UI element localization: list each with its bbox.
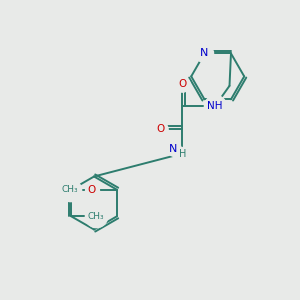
Text: O: O [88,185,96,195]
Text: CH₃: CH₃ [88,212,104,221]
Text: N: N [169,144,178,154]
Text: N: N [200,48,209,59]
Text: O: O [156,124,164,134]
Text: CH₃: CH₃ [61,185,78,194]
Text: NH: NH [207,101,223,111]
Text: H: H [179,148,186,159]
Text: O: O [178,80,187,89]
